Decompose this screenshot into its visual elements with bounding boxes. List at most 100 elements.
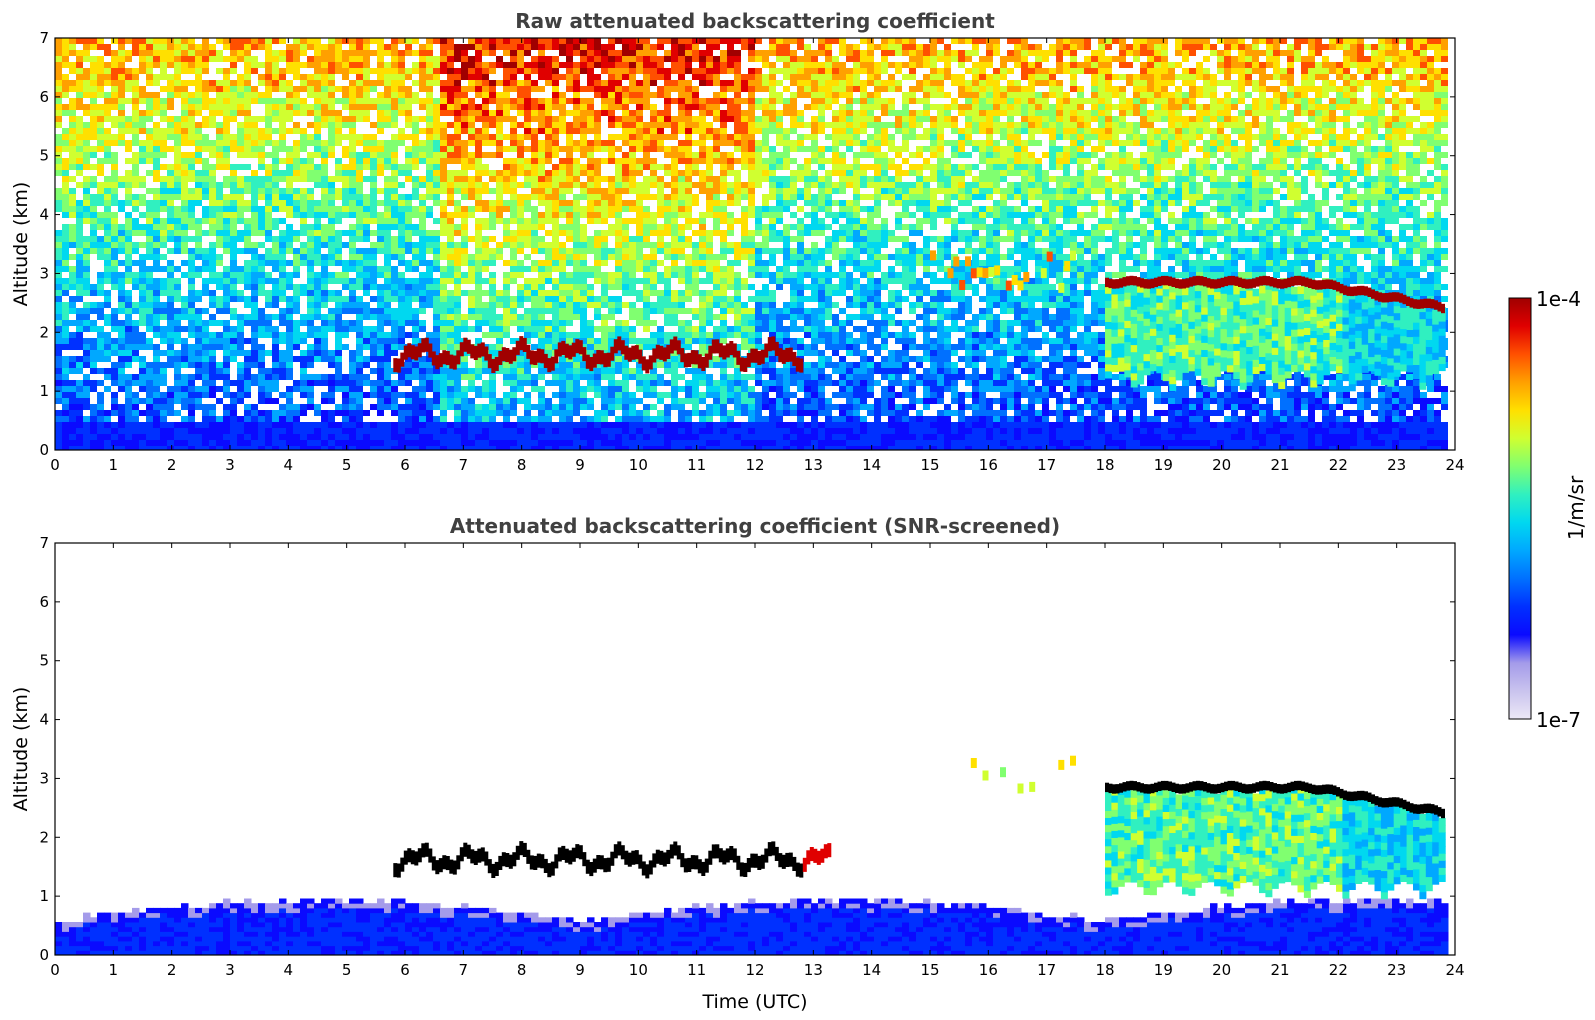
background-cell [307,278,314,284]
background-cell [76,218,83,224]
background-cell [356,98,363,104]
background-cell [531,110,538,116]
background-cell [321,176,328,182]
background-cell [153,104,160,110]
background-cell [314,440,321,446]
background-cell [426,92,433,98]
background-cell [573,248,580,254]
background-cell [209,152,216,158]
background-cell [552,320,559,326]
background-cell [97,194,104,200]
background-cell [503,422,510,428]
background-cell [475,164,482,170]
background-cell [97,398,104,404]
background-cell [237,218,244,224]
background-cell [286,170,293,176]
background-cell [265,182,272,188]
background-cell [83,176,90,182]
background-cell [335,368,342,374]
background-cell [118,140,125,146]
background-cell [125,380,132,386]
background-cell [454,134,461,140]
background-cell [76,368,83,374]
background-cell [433,350,440,356]
background-cell [503,260,510,266]
background-cell [489,296,496,302]
background-cell [552,152,559,158]
background-cell [237,164,244,170]
background-cell [174,326,181,332]
background-cell [391,50,398,56]
background-cell [300,320,307,326]
background-cell [328,446,335,450]
background-cell [384,164,391,170]
background-cell [146,44,153,50]
background-cell [76,410,83,416]
background-cell [153,224,160,230]
background-cell [426,188,433,194]
background-cell [559,362,566,368]
background-cell [461,446,468,450]
background-cell [167,134,174,140]
background-cell [643,188,650,194]
background-cell [510,404,517,410]
background-cell [440,332,447,338]
background-cell [566,152,573,158]
background-cell [370,152,377,158]
background-cell [76,170,83,176]
background-cell [146,80,153,86]
background-cell [566,236,573,242]
background-cell [195,80,202,86]
background-cell [286,278,293,284]
background-cell [160,332,167,338]
background-cell [160,200,167,206]
background-cell [531,326,538,332]
background-cell [279,86,286,92]
background-cell [167,164,174,170]
background-cell [55,326,62,332]
background-cell [258,440,265,446]
background-cell [125,122,132,128]
background-cell [454,434,461,440]
background-cell [146,56,153,62]
background-cell [468,176,475,182]
background-cell [454,380,461,386]
background-cell [391,110,398,116]
background-cell [454,206,461,212]
background-cell [188,356,195,362]
background-cell [370,356,377,362]
background-cell [258,212,265,218]
background-cell [118,176,125,182]
background-cell [524,440,531,446]
background-cell [174,68,181,74]
background-cell [237,338,244,344]
background-cell [328,314,335,320]
background-cell [531,158,538,164]
background-cell [188,380,195,386]
background-cell [90,38,97,44]
background-cell [160,116,167,122]
background-cell [174,278,181,284]
background-cell [349,356,356,362]
background-cell [223,128,230,134]
background-cell [195,248,202,254]
background-cell [279,230,286,236]
background-cell [293,428,300,434]
background-cell [517,446,524,450]
background-cell [139,146,146,152]
background-cell [90,356,97,362]
background-cell [174,128,181,134]
background-cell [104,272,111,278]
background-cell [76,98,83,104]
background-cell [433,416,440,422]
background-cell [489,374,496,380]
background-cell [405,248,412,254]
background-cell [97,356,104,362]
background-cell [181,314,188,320]
background-cell [335,260,342,266]
background-cell [517,68,524,74]
background-cell [391,182,398,188]
background-cell [300,194,307,200]
background-cell [580,104,587,110]
background-cell [475,260,482,266]
